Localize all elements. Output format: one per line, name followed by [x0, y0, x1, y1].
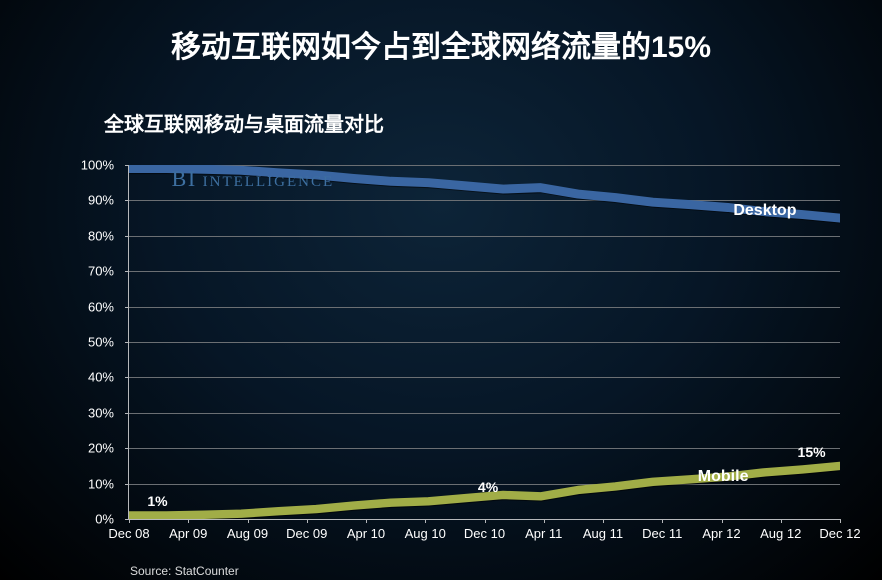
chart-subtitle: 全球互联网移动与桌面流量对比 — [104, 108, 384, 137]
y-axis-label: 90% — [66, 193, 114, 208]
x-axis-label: Dec 08 — [107, 526, 151, 541]
y-axis-label: 70% — [66, 264, 114, 279]
x-tick — [544, 519, 545, 523]
point-label: 1% — [147, 493, 167, 509]
y-axis-label: 20% — [66, 441, 114, 456]
y-axis-label: 40% — [66, 370, 114, 385]
x-axis-label: Dec 12 — [818, 526, 862, 541]
x-axis-label: Aug 09 — [225, 526, 269, 541]
x-tick — [129, 519, 130, 523]
x-axis-label: Apr 11 — [522, 526, 566, 541]
x-axis-label: Dec 11 — [640, 526, 684, 541]
y-axis-label: 0% — [66, 512, 114, 527]
plot-area: 0%10%20%30%40%50%60%70%80%90%100%Dec 08A… — [128, 165, 840, 520]
point-label: 15% — [798, 444, 826, 460]
x-axis-label: Dec 09 — [285, 526, 329, 541]
series-label-desktop: Desktop — [733, 202, 796, 220]
x-axis-label: Apr 12 — [700, 526, 744, 541]
x-tick — [425, 519, 426, 523]
x-tick — [248, 519, 249, 523]
x-tick — [188, 519, 189, 523]
x-tick — [781, 519, 782, 523]
point-label: 4% — [478, 479, 498, 495]
x-tick — [662, 519, 663, 523]
x-axis-label: Apr 10 — [344, 526, 388, 541]
y-axis-label: 50% — [66, 335, 114, 350]
x-tick — [603, 519, 604, 523]
x-axis-label: Dec 10 — [463, 526, 507, 541]
x-tick — [307, 519, 308, 523]
x-tick — [840, 519, 841, 523]
y-axis-label: 30% — [66, 405, 114, 420]
watermark: BI INTELLIGENCE — [172, 166, 334, 192]
slide: 移动互联网如今占到全球网络流量的15% 全球互联网移动与桌面流量对比 0%10%… — [0, 0, 882, 580]
x-axis-label: Aug 11 — [581, 526, 625, 541]
line-chart: 0%10%20%30%40%50%60%70%80%90%100%Dec 08A… — [80, 155, 850, 550]
x-tick — [366, 519, 367, 523]
x-axis-label: Apr 09 — [166, 526, 210, 541]
page-title: 移动互联网如今占到全球网络流量的15% — [0, 22, 882, 66]
y-axis-label: 80% — [66, 228, 114, 243]
x-axis-label: Aug 10 — [403, 526, 447, 541]
series-label-mobile: Mobile — [698, 468, 749, 486]
x-tick — [722, 519, 723, 523]
x-tick — [485, 519, 486, 523]
y-axis-label: 60% — [66, 299, 114, 314]
y-axis-label: 100% — [66, 158, 114, 173]
source-text: Source: StatCounter — [130, 564, 239, 578]
x-axis-label: Aug 12 — [759, 526, 803, 541]
y-axis-label: 10% — [66, 476, 114, 491]
